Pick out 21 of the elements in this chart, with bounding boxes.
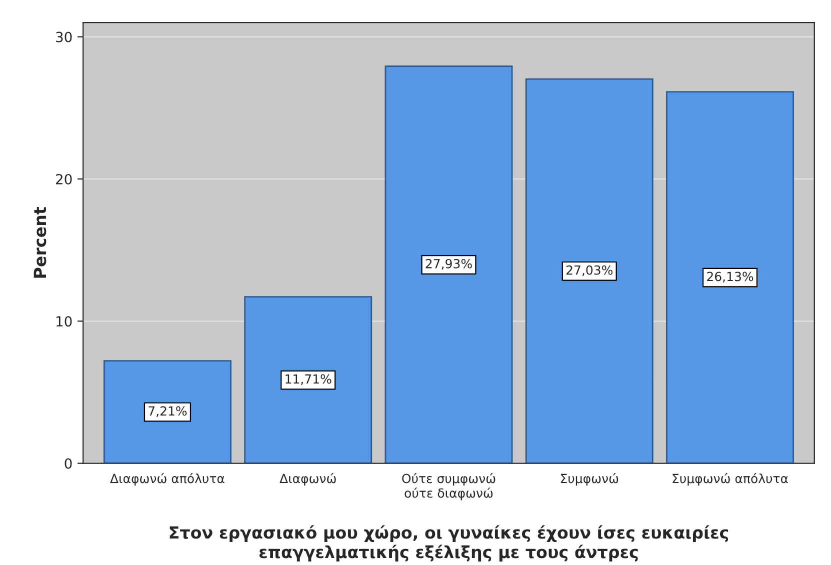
y-axis-title: Percent	[34, 206, 46, 278]
x-tick-label: Συμφωνώ	[560, 473, 618, 486]
x-tick-label: Ούτε συμφωνώ ούτε διαφωνώ	[402, 473, 496, 500]
bar	[666, 91, 794, 464]
y-tick-label: 20	[56, 174, 72, 184]
y-tick-label: 30	[56, 32, 72, 42]
y-tick-label: 10	[56, 316, 72, 327]
x-axis-title: Στον εργασιακό μου χώρο, οι γυναίκες έχουν ίσες ευκαιρίες επαγγελματικής εξέλιξης με τους άντρες	[170, 525, 728, 562]
bar	[244, 296, 372, 464]
data-label: 11,71%	[286, 374, 332, 385]
x-tick-label: Διαφωνώ	[280, 473, 336, 486]
y-tick-label: 0	[64, 458, 72, 469]
data-label: 26,13%	[707, 272, 754, 282]
data-label: 7,21%	[148, 406, 187, 417]
data-label: 27,03%	[566, 265, 613, 276]
x-tick-label: Συμφωνώ απόλυτα	[672, 473, 788, 486]
x-tick-label: Διαφωνώ απόλυτα	[110, 473, 224, 486]
bar	[104, 360, 232, 464]
data-label: 27,93%	[426, 258, 472, 270]
bar	[384, 66, 513, 464]
bar	[525, 78, 654, 464]
